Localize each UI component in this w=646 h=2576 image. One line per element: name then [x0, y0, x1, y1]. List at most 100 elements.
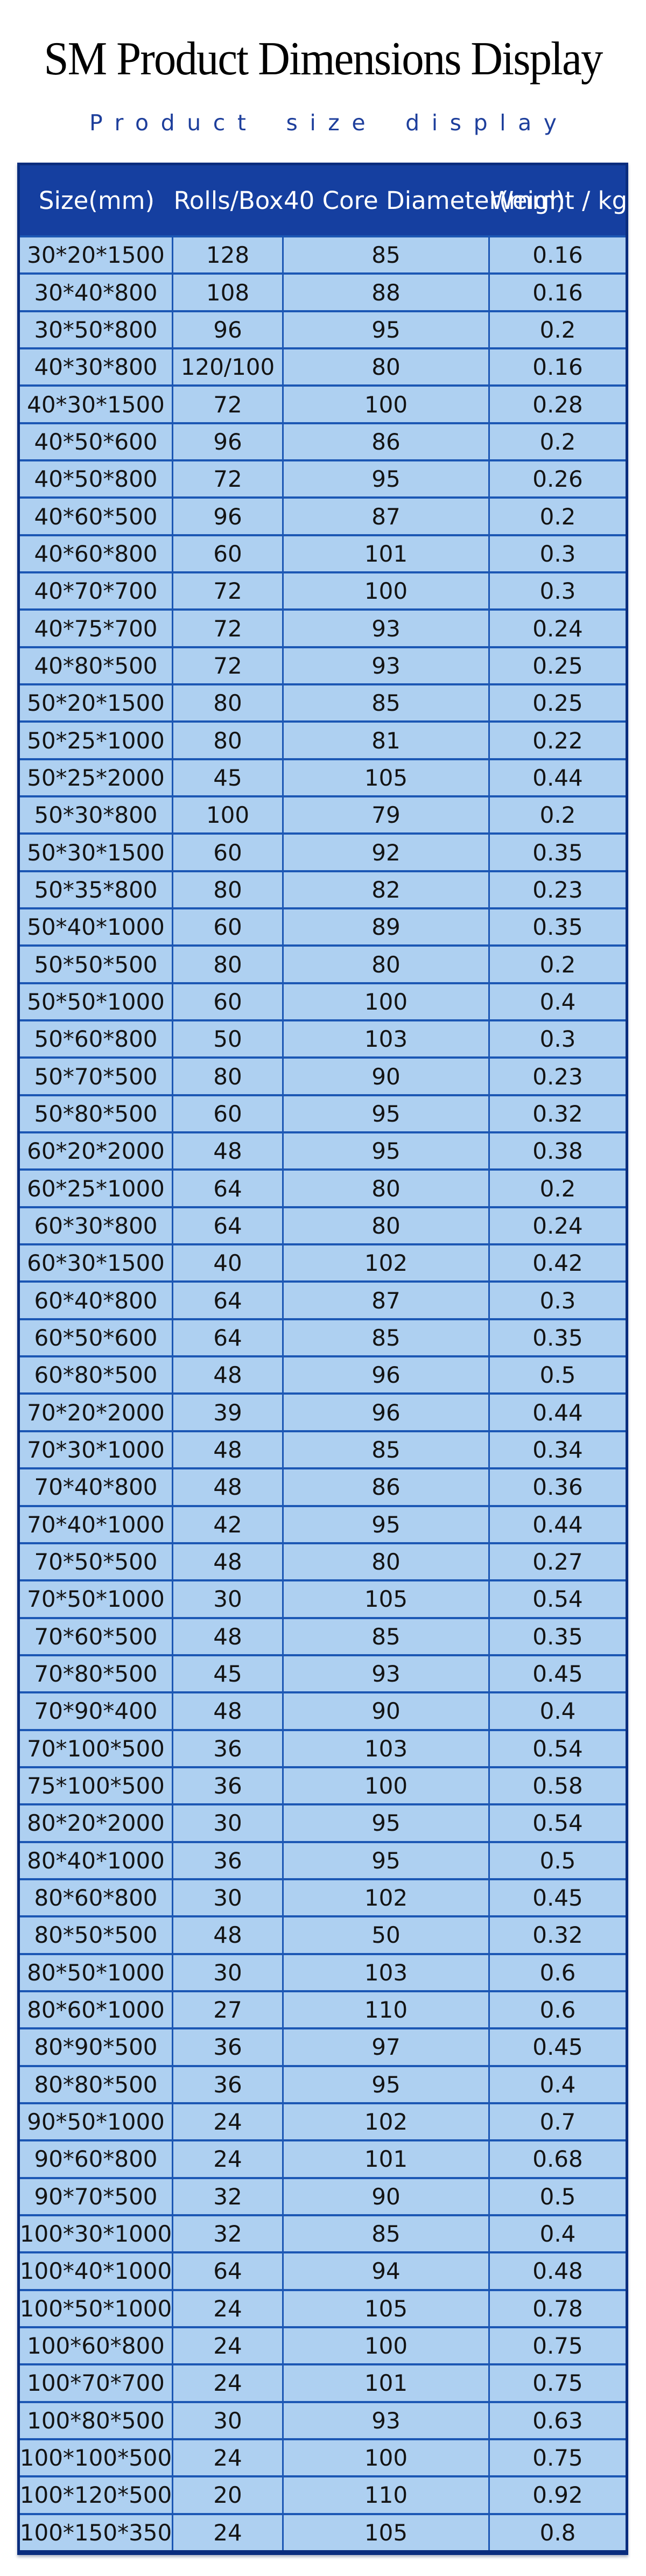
table-cell: 86	[284, 424, 490, 460]
table-row: 30*20*1500 128 85 0.16	[20, 235, 626, 273]
table-row: 40*75*700 72 93 0.24	[20, 608, 626, 646]
table-row: 50*35*800 80 82 0.23	[20, 870, 626, 908]
table-cell: 85	[284, 2216, 490, 2252]
table-cell: 30*20*1500	[20, 237, 173, 273]
table-cell: 40*50*600	[20, 424, 173, 460]
table-row: 70*40*1000 42 95 0.44	[20, 1504, 626, 1542]
page-subtitle: Product size display	[89, 110, 569, 136]
table-cell: 24	[173, 2515, 284, 2550]
header-cell-weight: Weight / kg	[490, 186, 628, 215]
table-cell: 0.68	[532, 2146, 583, 2173]
table-cell: 50	[284, 1917, 490, 1953]
table-cell: 60	[173, 536, 284, 572]
table-cell: 60*30*800	[20, 1208, 173, 1244]
table-cell: 70*40*800	[20, 1469, 173, 1505]
page-title: SM Product Dimensions Display	[44, 33, 603, 85]
table-cell: 0.44	[532, 764, 583, 791]
table-cell: 100*50*1000	[20, 2291, 173, 2326]
table-row: 40*70*700 72 100 0.3	[20, 571, 626, 609]
table-cell: 101	[284, 2365, 490, 2401]
table-cell: 0.23	[532, 1063, 583, 1090]
table-cell: 30	[173, 1805, 284, 1841]
table-row: 100*150*350 24 105 0.8	[20, 2512, 626, 2550]
table-cell: 64	[173, 2253, 284, 2289]
table-cell: 30	[173, 1581, 284, 1617]
table-cell: 60*25*1000	[20, 1171, 173, 1206]
table-cell: 50*30*1500	[20, 835, 173, 870]
table-cell: 50*30*800	[20, 797, 173, 833]
table-cell: 100*30*1000	[20, 2216, 173, 2252]
table-cell: 27	[173, 1992, 284, 2028]
table-cell: 95	[284, 1805, 490, 1841]
table-cell: 96	[284, 1357, 490, 1393]
table-row: 100*50*1000 24 105 0.78	[20, 2288, 626, 2326]
table-cell: 70*90*400	[20, 1693, 173, 1729]
table-cell: 100	[284, 2440, 490, 2476]
table-cell: 48	[173, 1619, 284, 1654]
table-cell: 80	[284, 947, 490, 982]
table-cell: 0.35	[532, 914, 583, 941]
table-cell: 86	[284, 1469, 490, 1505]
table-cell: 0.24	[532, 615, 583, 642]
table-cell: 110	[284, 2477, 490, 2513]
table-cell: 103	[284, 1731, 490, 1766]
table-row: 40*50*600 96 86 0.2	[20, 422, 626, 460]
table-cell: 36	[173, 2067, 284, 2102]
table-cell: 24	[173, 2104, 284, 2140]
table-cell: 96	[173, 312, 284, 348]
table-row: 80*60*800 30 102 0.45	[20, 1878, 626, 1916]
table-cell: 102	[284, 1880, 490, 1916]
table-cell: 40*60*800	[20, 536, 173, 572]
table-cell: 0.45	[532, 2034, 583, 2061]
table-cell: 0.45	[532, 1885, 583, 1912]
table-cell: 64	[173, 1208, 284, 1244]
table-cell: 90*70*500	[20, 2179, 173, 2214]
table-cell: 0.45	[532, 1661, 583, 1688]
table-cell: 0.5	[539, 2183, 576, 2210]
table-cell: 50*70*500	[20, 1059, 173, 1094]
table-cell: 100	[284, 1768, 490, 1804]
header-cell-size: Size(mm)	[38, 186, 155, 215]
table-cell: 92	[284, 835, 490, 870]
table-cell: 40	[173, 1245, 284, 1281]
table-cell: 0.5	[539, 1362, 576, 1389]
table-cell: 120/100	[173, 349, 284, 385]
table-cell: 48	[173, 1357, 284, 1393]
table-row: 80*50*500 48 50 0.32	[20, 1915, 626, 1953]
table-cell: 105	[284, 760, 490, 796]
table-row: 80*90*500 36 97 0.45	[20, 2027, 626, 2065]
table-cell: 95	[284, 461, 490, 497]
table-cell: 0.92	[532, 2482, 583, 2509]
table-cell: 20	[173, 2477, 284, 2513]
table-cell: 95	[284, 1843, 490, 1878]
table-row: 50*40*1000 60 89 0.35	[20, 907, 626, 945]
table-cell: 80*20*2000	[20, 1805, 173, 1841]
table-cell: 0.3	[539, 578, 576, 605]
table-cell: 0.44	[532, 1399, 583, 1426]
table-cell: 0.75	[532, 2333, 583, 2360]
table-cell: 0.6	[539, 1997, 576, 2024]
table-cell: 36	[173, 1843, 284, 1878]
table-cell: 0.32	[532, 1100, 583, 1127]
table-cell: 85	[284, 1619, 490, 1654]
table-cell: 50*25*2000	[20, 760, 173, 796]
table-cell: 0.25	[532, 652, 583, 679]
table-cell: 0.16	[532, 354, 583, 381]
table-row: 100*80*500 30 93 0.63	[20, 2400, 626, 2438]
table-cell: 0.5	[539, 1847, 576, 1874]
table-cell: 30*40*800	[20, 275, 173, 310]
table-cell: 80*50*500	[20, 1917, 173, 1953]
table-row: 100*40*1000 64 94 0.48	[20, 2251, 626, 2289]
table-row: 30*40*800 108 88 0.16	[20, 272, 626, 310]
table-cell: 50*50*1000	[20, 984, 173, 1020]
table-row: 40*30*800 120/100 80 0.16	[20, 347, 626, 385]
table-cell: 70*50*1000	[20, 1581, 173, 1617]
table-cell: 90*60*800	[20, 2141, 173, 2177]
table-cell: 93	[284, 611, 490, 646]
table-row: 40*50*800 72 95 0.26	[20, 459, 626, 497]
table-cell: 95	[284, 1133, 490, 1169]
table-cell: 40*50*800	[20, 461, 173, 497]
table-cell: 105	[284, 1581, 490, 1617]
table-row: 50*60*800 50 103 0.3	[20, 1019, 626, 1057]
header-cell-core-diameter: 40 Core Diameter(mm)	[284, 186, 565, 215]
